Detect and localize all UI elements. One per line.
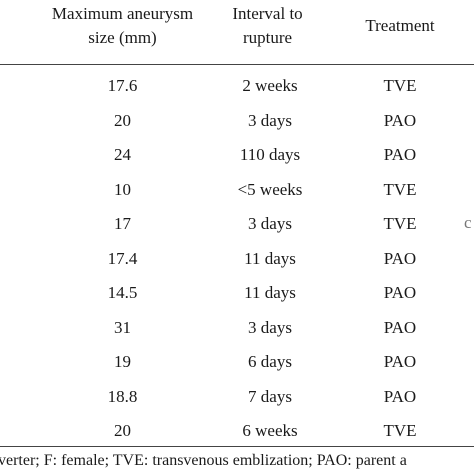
cell-interval-to-rupture: <5 weeks (237, 179, 303, 199)
cell-interval-to-rupture: 11 days (244, 283, 296, 302)
table-row: 17 3 days TVE (0, 207, 474, 242)
cell-treatment: PAO (383, 386, 417, 406)
cell-treatment: PAO (383, 352, 417, 371)
table-row: 17.4 11 days PAO (0, 242, 474, 277)
cell-treatment: PAO (383, 317, 417, 337)
header-treatment: Treatment (340, 14, 460, 76)
cell-interval-to-rupture: 7 days (248, 386, 292, 406)
header-size-line1: Maximum aneurysm (51, 4, 194, 23)
cell-treatment: TVE (383, 179, 417, 199)
table-row: 20 6 weeks TVE (0, 414, 474, 449)
cell-interval-to-rupture: 3 days (248, 317, 292, 337)
header-interval-line1: Interval to (232, 4, 303, 23)
cell-treatment: TVE (383, 214, 417, 233)
table-row: 20 3 days PAO (0, 104, 474, 139)
cell-treatment: PAO (383, 110, 417, 130)
cell-aneurysm-size: 24 (114, 145, 131, 164)
header-interval-to-rupture: Interval to rupture (215, 2, 320, 64)
cell-aneurysm-size: 17.6 (107, 76, 138, 95)
cell-aneurysm-size: 17.4 (107, 248, 138, 268)
header-treatment-label: Treatment (365, 16, 435, 35)
table-footnote: verter; F: female; TVE: transvenous embl… (0, 452, 407, 469)
table-row: 10 <5 weeks TVE (0, 173, 474, 208)
cell-treatment: PAO (383, 145, 417, 164)
cell-aneurysm-size: 17 (114, 214, 131, 233)
table-row: 19 6 days PAO (0, 345, 474, 380)
header-size-line2: size (mm) (88, 28, 157, 47)
cell-aneurysm-size: 14.5 (107, 283, 138, 302)
cell-interval-to-rupture: 6 weeks (242, 421, 298, 440)
bottom-rule (0, 446, 474, 447)
cell-interval-to-rupture: 6 days (248, 352, 292, 371)
cell-aneurysm-size: 20 (114, 421, 131, 440)
table-row: 18.8 7 days PAO (0, 380, 474, 415)
cell-treatment: TVE (383, 421, 417, 440)
cropped-edge-glyph: c (464, 213, 472, 232)
cell-aneurysm-size: 19 (114, 352, 131, 371)
header-rule (0, 64, 474, 65)
table-row: 14.5 11 days PAO (0, 276, 474, 311)
cell-interval-to-rupture: 3 days (248, 214, 292, 233)
cell-aneurysm-size: 20 (114, 110, 131, 130)
cell-interval-to-rupture: 110 days (239, 145, 301, 164)
header-max-aneurysm-size: Maximum aneurysm size (mm) (20, 2, 225, 64)
cell-interval-to-rupture: 3 days (248, 110, 292, 130)
cell-aneurysm-size: 31 (114, 317, 131, 337)
table-row: 24 110 days PAO (0, 138, 474, 173)
cell-interval-to-rupture: 11 days (244, 248, 296, 268)
table-row: 31 3 days PAO (0, 311, 474, 346)
table-row: 17.6 2 weeks TVE (0, 69, 474, 104)
cell-treatment: TVE (383, 76, 417, 95)
cell-treatment: PAO (383, 283, 417, 302)
cell-aneurysm-size: 18.8 (107, 386, 138, 406)
header-interval-line2: rupture (242, 28, 293, 47)
cell-aneurysm-size: 10 (114, 179, 131, 199)
cell-interval-to-rupture: 2 weeks (242, 76, 298, 95)
cell-treatment: PAO (383, 248, 417, 268)
